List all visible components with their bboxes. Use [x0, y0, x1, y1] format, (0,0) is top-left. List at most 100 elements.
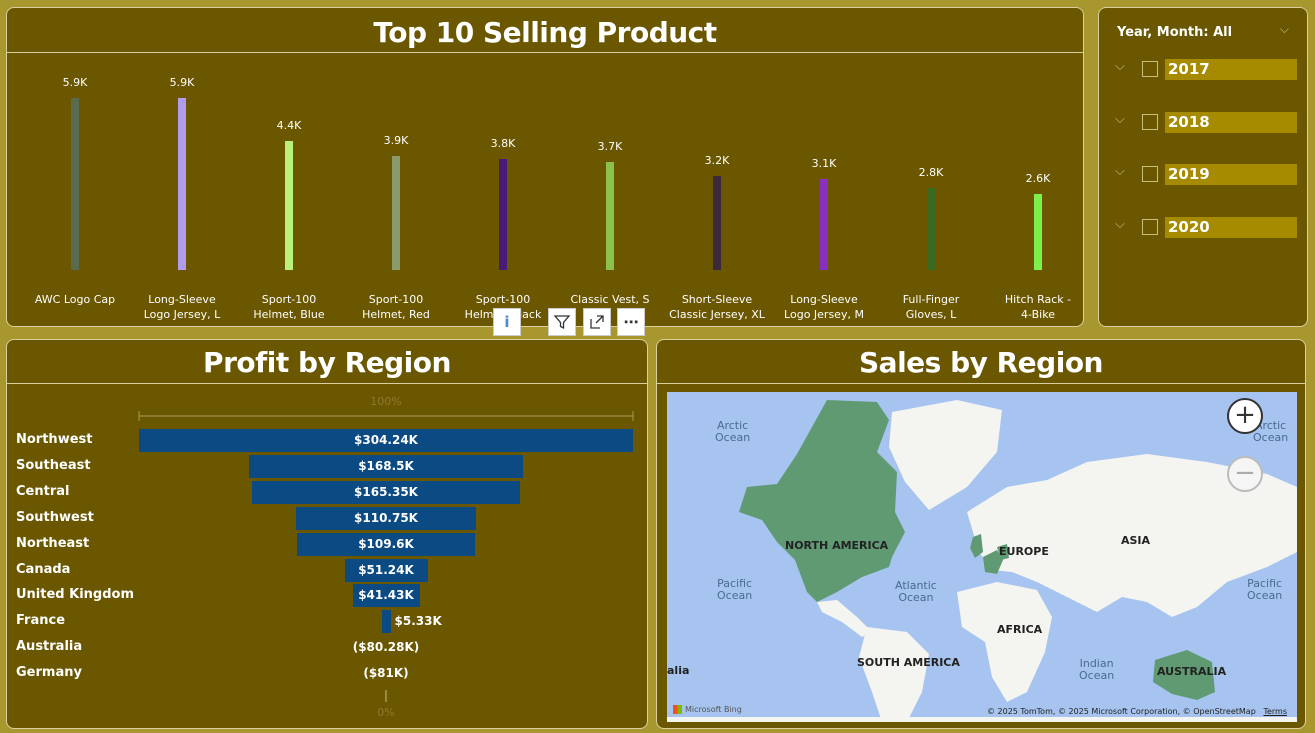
- category-line: Full-Finger: [902, 293, 960, 306]
- bar-category-label: Full-Finger Gloves, L: [871, 292, 991, 322]
- ocean-label: Arctic Ocean: [1253, 419, 1289, 444]
- slicer-year-label: 2019: [1165, 164, 1297, 185]
- category-line: Helmet, Blue: [253, 308, 325, 321]
- funnel-data-label: $109.6K: [358, 536, 414, 551]
- bar-data-label: 3.7K: [597, 140, 623, 153]
- sales-map-panel: Sales by Region Arc: [656, 339, 1306, 729]
- bar-group: 3.8K Sport-100 Helmet, Black: [449, 66, 557, 324]
- ocean-label: Atlantic Ocean: [895, 579, 937, 604]
- funnel-category-label: Northwest: [16, 432, 93, 447]
- funnel-row: Northeast $109.6K: [7, 532, 647, 558]
- slicer-year-row[interactable]: ⌵ 2018: [1113, 111, 1297, 134]
- top-products-panel: Top 10 Selling Product 5.9K AWC Logo Cap 5…: [6, 7, 1084, 327]
- world-map[interactable]: Arctic Ocean Arctic Ocean Pacific Ocean Atl…: [667, 392, 1297, 722]
- sales-map-title: Sales by Region: [859, 346, 1103, 379]
- bing-logo: Microsoft Bing: [673, 705, 742, 714]
- checkbox[interactable]: [1142, 61, 1158, 77]
- funnel-bar[interactable]: [344, 558, 428, 582]
- bar-category-label: Sport-100 Helmet, Blue: [229, 292, 349, 322]
- terms-link[interactable]: Terms: [1263, 707, 1287, 716]
- funnel-row: United Kingdom $41.43K: [7, 583, 647, 609]
- category-line: Classic Jersey, XL: [669, 308, 765, 321]
- continent-label: SOUTH AMERICA: [857, 656, 960, 669]
- funnel-row: Germany ($81K): [7, 661, 647, 687]
- category-line: Sport-100: [261, 293, 317, 306]
- funnel-data-label: ($80.28K): [352, 640, 420, 655]
- bar[interactable]: [927, 188, 935, 270]
- funnel-category-label: Southeast: [16, 457, 91, 473]
- bing-label: Microsoft Bing: [685, 705, 742, 714]
- chevron-down-icon[interactable]: ⌵: [1115, 111, 1125, 127]
- funnel-row: Southwest $110.75K: [7, 506, 647, 532]
- bar[interactable]: [178, 98, 186, 270]
- funnel-bar[interactable]: [297, 532, 475, 556]
- bar-data-label: 5.9K: [62, 76, 88, 89]
- funnel-bar[interactable]: [252, 480, 520, 504]
- bar[interactable]: [285, 141, 293, 270]
- checkbox[interactable]: [1142, 113, 1158, 130]
- profit-title: Profit by Region: [203, 346, 451, 379]
- category-line: Gloves, L: [905, 308, 957, 321]
- chevron-down-icon[interactable]: ⌵: [1279, 22, 1289, 36]
- funnel-bar[interactable]: [381, 610, 391, 634]
- continent-label: AUSTRALIA: [1157, 665, 1227, 678]
- bar[interactable]: [820, 179, 828, 270]
- category-line: 4-Bike: [1021, 308, 1055, 321]
- funnel-data-label: $165.35K: [354, 484, 418, 499]
- year-month-slicer: Year, Month: All ⌵ ⌵ 2017 ⌵ 2018 ⌵ 2019 ⌵ 2020: [1098, 7, 1308, 327]
- bar-group: 4.4K Sport-100 Helmet, Blue: [235, 66, 343, 324]
- bar-data-label: 3.9K: [383, 134, 409, 147]
- category-line: Hitch Rack -: [1004, 293, 1072, 306]
- slicer-year-label: 2018: [1165, 111, 1297, 133]
- info-icon[interactable]: i: [493, 308, 521, 336]
- checkbox[interactable]: [1142, 166, 1158, 182]
- more-options-icon[interactable]: ⋯: [617, 308, 645, 336]
- bar[interactable]: [1034, 194, 1042, 270]
- funnel-data-label: $51.24K: [358, 562, 414, 577]
- bar-category-label: Classic Vest, S: [550, 292, 670, 307]
- top-products-title: Top 10 Selling Product: [373, 16, 717, 49]
- bar[interactable]: [499, 159, 507, 270]
- bar-category-label: AWC Logo Cap: [15, 292, 135, 307]
- funnel-category-label: France: [16, 613, 66, 629]
- bar[interactable]: [606, 162, 614, 270]
- bar-data-label: 3.1K: [811, 157, 837, 170]
- funnel-row: Central $165.35K: [7, 480, 647, 506]
- bar-category-label: Sport-100 Helmet, Red: [336, 292, 456, 322]
- chevron-down-icon[interactable]: ⌵: [1115, 59, 1125, 74]
- funnel-bar[interactable]: [249, 454, 523, 478]
- funnel-category-label: Canada: [16, 561, 71, 577]
- category-line: Short-Sleeve: [681, 293, 753, 306]
- bar-category-label: Hitch Rack - 4-Bike: [978, 292, 1098, 322]
- zoom-out-button[interactable]: −: [1227, 456, 1263, 492]
- slicer-year-row[interactable]: ⌵ 2017: [1113, 59, 1297, 81]
- bar[interactable]: [71, 98, 79, 270]
- continent-label: ASIA: [1121, 534, 1151, 547]
- slicer-year-row[interactable]: ⌵ 2019: [1113, 164, 1297, 186]
- bar[interactable]: [392, 156, 400, 270]
- bar[interactable]: [713, 176, 721, 270]
- map-attribution: © 2025 TomTom, © 2025 Microsoft Corporat…: [987, 707, 1287, 716]
- funnel-bar[interactable]: [139, 429, 633, 452]
- world-map-shapes: [667, 400, 1297, 722]
- continent-label: AFRICA: [997, 623, 1043, 636]
- bar-data-label: 4.4K: [276, 119, 302, 132]
- funnel-data-label: ($81K): [363, 666, 409, 681]
- funnel-bar[interactable]: [352, 584, 420, 608]
- title-divider: [657, 383, 1305, 384]
- bar-category-label: Short-Sleeve Classic Jersey, XL: [657, 292, 777, 322]
- map-edge-label: alia: [667, 664, 690, 677]
- slicer-year-label: 2017: [1165, 59, 1297, 80]
- checkbox[interactable]: [1142, 218, 1158, 235]
- funnel-category-label: Central: [16, 483, 70, 499]
- chevron-down-icon[interactable]: ⌵: [1115, 164, 1125, 179]
- category-line: Long-Sleeve: [790, 293, 858, 306]
- zoom-in-button[interactable]: +: [1227, 398, 1263, 434]
- filter-icon[interactable]: [548, 308, 576, 336]
- focus-mode-icon[interactable]: [583, 308, 611, 336]
- funnel-bar[interactable]: [296, 506, 476, 530]
- ocean-label: Pacific Ocean: [1247, 577, 1283, 602]
- slicer-year-row[interactable]: ⌵ 2020: [1113, 216, 1297, 239]
- chevron-down-icon[interactable]: ⌵: [1115, 216, 1125, 232]
- funnel-data-label: $304.24K: [354, 433, 418, 447]
